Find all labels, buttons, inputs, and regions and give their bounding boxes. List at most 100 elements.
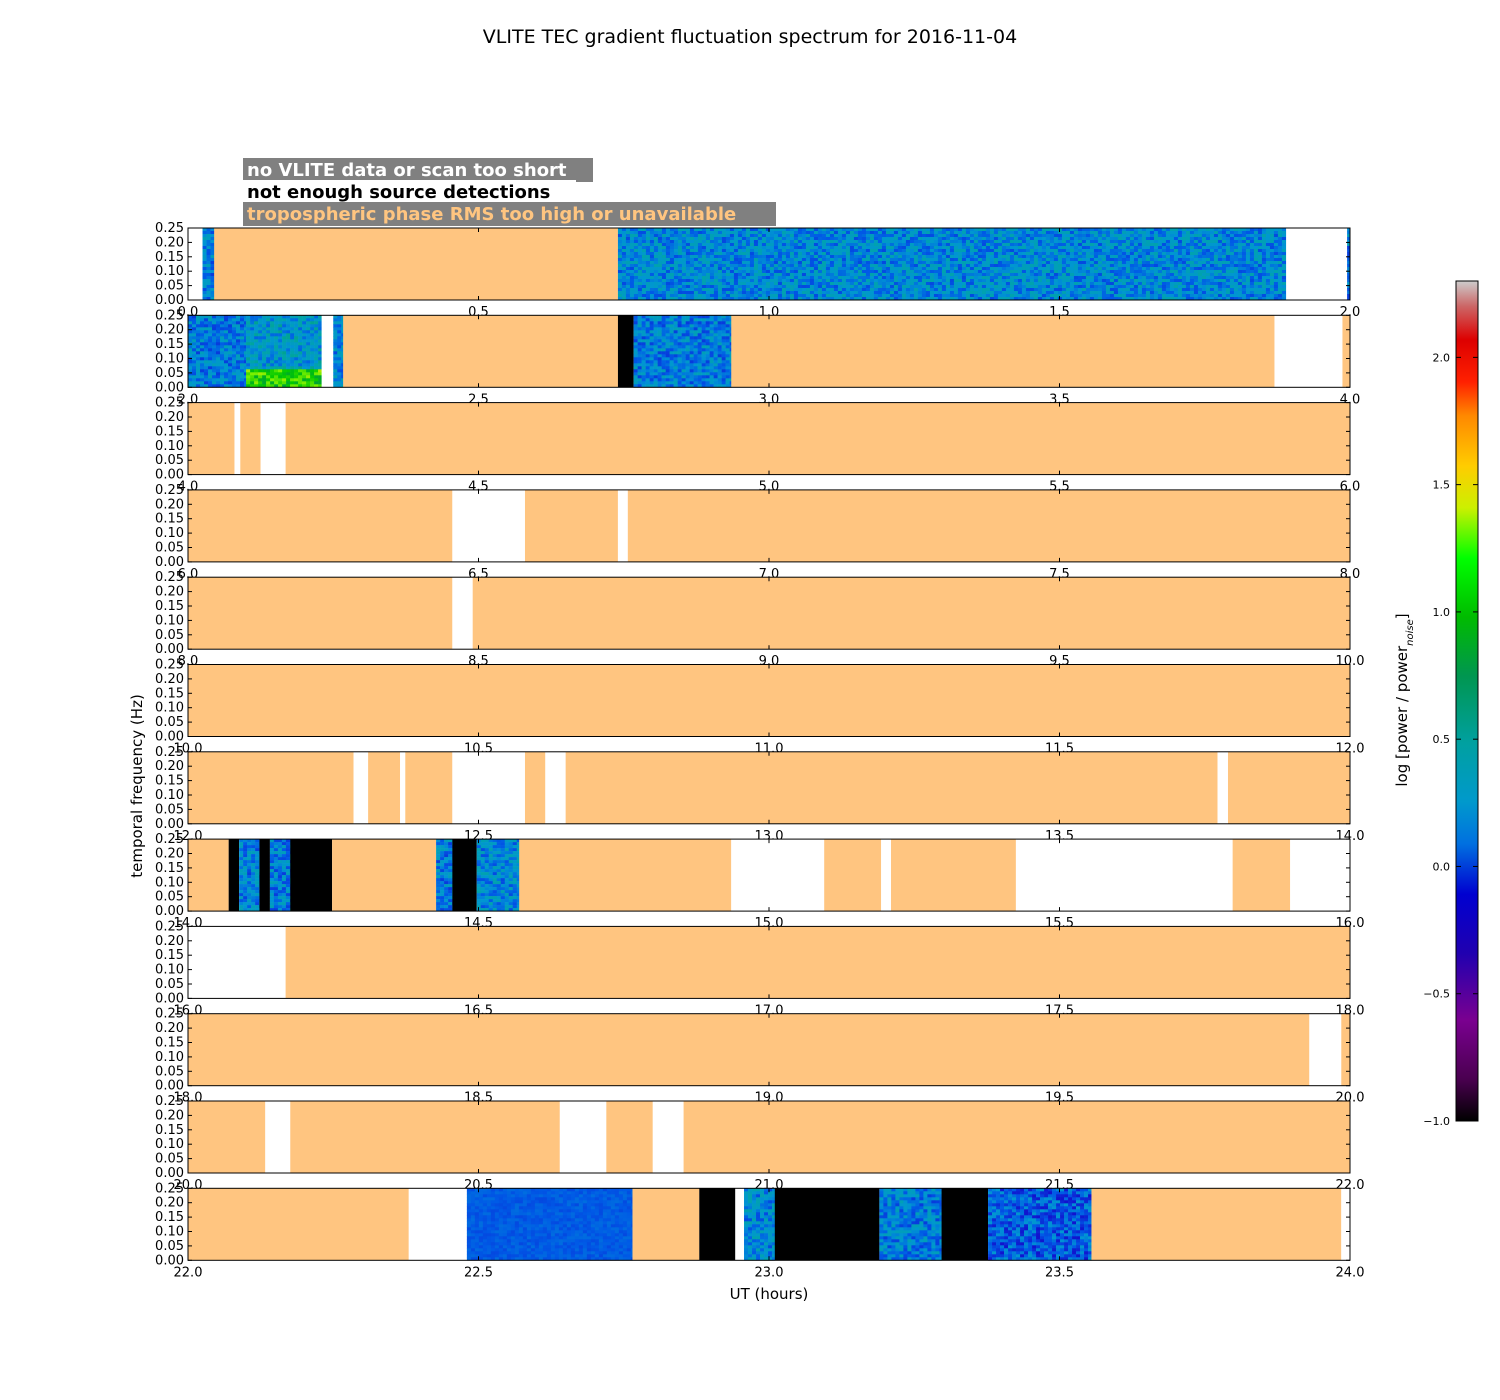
spectrum-cell — [1017, 243, 1023, 247]
spectrum-cell — [757, 282, 763, 286]
spectrum-cell — [1073, 270, 1079, 274]
spectrum-cell — [1205, 258, 1211, 262]
spectrum-cell — [286, 378, 291, 382]
spectrum-cell — [1141, 270, 1147, 274]
spectrum-cell — [1161, 258, 1167, 262]
spectrum-cell — [1201, 240, 1207, 244]
spectrum-cell — [721, 258, 727, 262]
spectrum-cell — [881, 267, 887, 271]
y-tick-label: 0.15 — [155, 250, 184, 265]
spectrum-cell — [1021, 291, 1027, 295]
spectrum-cell — [641, 252, 647, 256]
spectrum-cell — [236, 321, 241, 325]
spectrum-cell — [1049, 237, 1055, 241]
spectrum-cell — [202, 291, 207, 295]
spectrum-cell — [310, 348, 315, 352]
spectrum-cell — [825, 294, 831, 298]
spectrum-cell — [953, 237, 959, 241]
spectrum-cell — [1029, 276, 1035, 280]
spectrum-cell — [917, 270, 923, 274]
spectrum-cell — [1209, 279, 1215, 283]
spectrum-cell — [793, 240, 799, 244]
spectrum-cell — [701, 267, 707, 271]
spectrum-cell — [1237, 264, 1243, 268]
spectrum-cell — [901, 255, 907, 259]
spectrum-cell — [753, 231, 759, 235]
spectrum-cell — [669, 288, 675, 292]
spectrum-cell — [781, 270, 787, 274]
spectrum-cell — [282, 363, 287, 367]
spectrum-cell — [1021, 231, 1027, 235]
spectrum-cell — [621, 282, 627, 286]
spectrum-cell — [318, 354, 322, 358]
spectrum-cell — [989, 270, 995, 274]
spectrum-cell — [1233, 288, 1239, 292]
spectrum-cell — [286, 366, 291, 370]
spectrum-cell — [210, 264, 215, 268]
spectrum-cell — [262, 321, 267, 325]
spectrum-cell — [216, 345, 221, 349]
spectrum-cell — [977, 267, 983, 271]
spectrum-cell — [1077, 291, 1083, 295]
spectrum-cell — [1069, 279, 1075, 283]
spectrum-cell — [953, 264, 959, 268]
spectrum-cell — [1161, 276, 1167, 280]
spectrum-cell — [633, 270, 639, 274]
spectrum-cell — [793, 264, 799, 268]
spectrum-cell — [1145, 240, 1151, 244]
spectrum-cell — [785, 231, 791, 235]
spectrum-cell — [1133, 237, 1139, 241]
spectrum-cell — [781, 288, 787, 292]
spectrum-cell — [641, 291, 647, 295]
spectrum-cell — [969, 267, 975, 271]
spectrum-cell — [1065, 231, 1071, 235]
spectrum-cell — [1253, 276, 1259, 280]
spectrum-cell — [1265, 282, 1271, 286]
spectrum-cell — [833, 282, 839, 286]
spectrum-cell — [773, 285, 779, 289]
spectrum-cell — [681, 249, 687, 253]
spectrum-cell — [837, 258, 843, 262]
spectrum-cell — [1025, 258, 1031, 262]
spectrum-cell — [897, 231, 903, 235]
spectrum-cell — [266, 351, 271, 355]
spectrum-cell — [282, 369, 287, 373]
spectrum-cell — [813, 243, 819, 247]
spectrum-cell — [220, 378, 225, 382]
spectrum-cell — [985, 285, 991, 289]
spectrum-cell — [933, 297, 939, 301]
spectrum-cell — [1069, 264, 1075, 268]
spectrum-cell — [1129, 234, 1135, 238]
spectrum-cell — [873, 240, 879, 244]
spectrum-cell — [733, 246, 739, 250]
spectrum-cell — [1037, 273, 1043, 277]
spectrum-cell — [1101, 270, 1107, 274]
spectrum-cell — [765, 243, 771, 247]
spectrum-cell — [1261, 282, 1267, 286]
spectrum-cell — [625, 279, 631, 283]
spectrum-cell — [1221, 252, 1227, 256]
spectrum-cell — [236, 324, 241, 328]
spectrum-cell — [857, 273, 863, 277]
spectrum-cell — [1053, 291, 1059, 295]
spectrum-cell — [841, 294, 847, 298]
spectrum-cell — [1177, 231, 1183, 235]
spectrum-cell — [1193, 273, 1199, 277]
spectrum-cell — [1141, 267, 1147, 271]
spectrum-cell — [1037, 255, 1043, 259]
spectrum-cell — [298, 378, 303, 382]
spectrum-cell — [769, 267, 775, 271]
spectrum-cell — [1257, 231, 1263, 235]
spectrum-cell — [945, 279, 951, 283]
spectrum-cell — [961, 297, 967, 301]
spectrum-cell — [1153, 255, 1159, 259]
spectrum-cell — [1065, 297, 1071, 301]
spectrum-cell — [981, 297, 987, 301]
spectrum-cell — [1173, 237, 1179, 241]
spectrum-cell — [749, 264, 755, 268]
spectrum-cell — [717, 258, 723, 262]
spectrum-cell — [905, 288, 911, 292]
spectrum-cell — [941, 264, 947, 268]
spectrum-cell — [993, 237, 999, 241]
spectrum-cell — [1189, 240, 1195, 244]
